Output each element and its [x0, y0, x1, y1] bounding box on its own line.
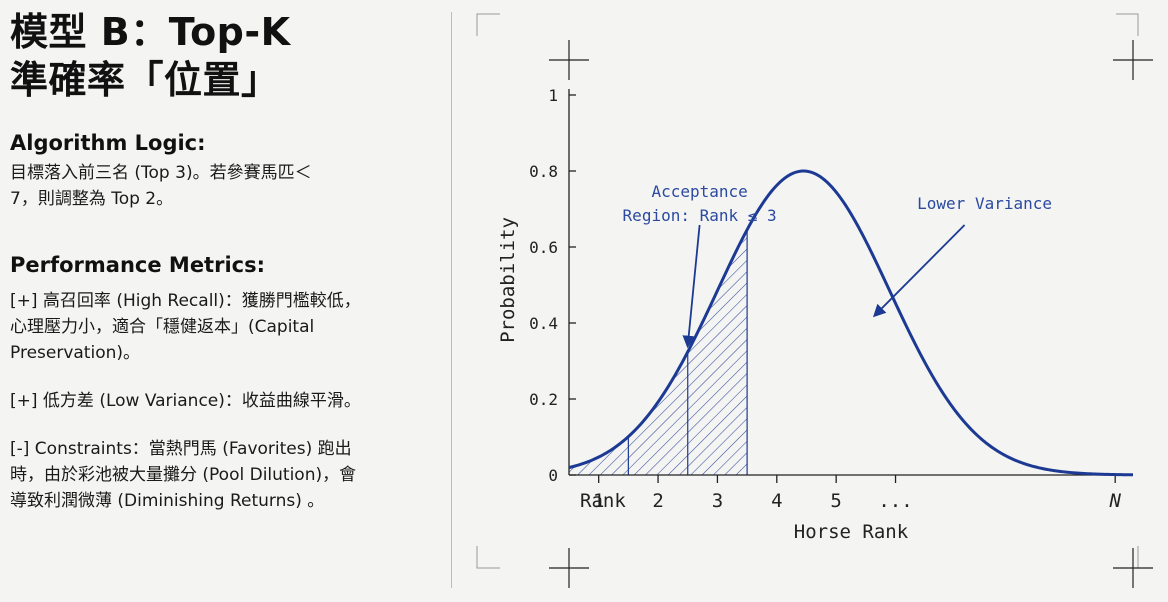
- x-tick-label: 4: [771, 490, 782, 512]
- crosshair-marks: [549, 40, 1153, 588]
- chart-axes: [568, 89, 1133, 476]
- hatched-area: [569, 229, 748, 475]
- y-tick-label: 0.8: [529, 162, 558, 181]
- metric-low-variance: [+] 低方差 (Low Variance)：收益曲線平滑。: [10, 391, 361, 411]
- annotation-arrow: [872, 224, 966, 318]
- x-tick-label: 2: [652, 490, 663, 512]
- annotation-arrow: [682, 224, 701, 349]
- chart-frame: [476, 13, 1139, 569]
- probability-curve: [568, 169, 1134, 477]
- panel-divider: [451, 12, 452, 588]
- annotation-label: Lower Variance: [917, 194, 1052, 213]
- x-tick-label: Rank: [580, 490, 626, 512]
- x-tick-label: ...: [878, 490, 912, 512]
- y-axis-label: Probability: [497, 217, 519, 343]
- y-tick-label: 0.2: [529, 390, 558, 409]
- x-axis-label: Horse Rank: [794, 521, 909, 543]
- x-tick-label: 5: [830, 490, 841, 512]
- y-ticks: 0 0.2 0.4 0.6 0.8 1: [529, 86, 576, 485]
- page-title-line-1: 模型 B：Top-K: [10, 10, 291, 54]
- metric-high-recall: [+] 高召回率 (High Recall)：獲勝門檻較低， 心理壓力小，適合「…: [10, 291, 361, 363]
- text-panel: 模型 B：Top-K 準確率「位置」 Algorithm Logic: 目標落入…: [10, 8, 440, 514]
- x-tick-label: 3: [712, 490, 723, 512]
- chart-annotations: Acceptance Region: Rank ≤ 3 Lower Variance: [623, 182, 1052, 349]
- algorithm-logic-text: 目標落入前三名 (Top 3)。若參賽馬匹＜ 7，則調整為 Top 2。: [10, 163, 312, 209]
- acceptance-region: [569, 229, 748, 475]
- y-tick-label: 0: [548, 466, 558, 485]
- page-title-line-2: 準確率「位置」: [10, 58, 280, 102]
- annotation-label: Acceptance Region: Rank ≤ 3: [623, 182, 777, 225]
- algorithm-logic-heading: Algorithm Logic:: [10, 131, 206, 155]
- x-tick-label: N: [1108, 490, 1121, 512]
- y-tick-label: 0.4: [529, 314, 558, 333]
- x-tick-label: 1: [593, 490, 604, 512]
- y-tick-label: 0.6: [529, 238, 558, 257]
- metric-constraints: [-] Constraints：當熱門馬 (Favorites) 跑出 時，由於…: [10, 439, 357, 511]
- page-title: 模型 B：Top-K 準確率「位置」: [10, 8, 440, 104]
- y-tick-label: 1: [548, 86, 558, 105]
- performance-metrics-heading: Performance Metrics:: [10, 253, 265, 277]
